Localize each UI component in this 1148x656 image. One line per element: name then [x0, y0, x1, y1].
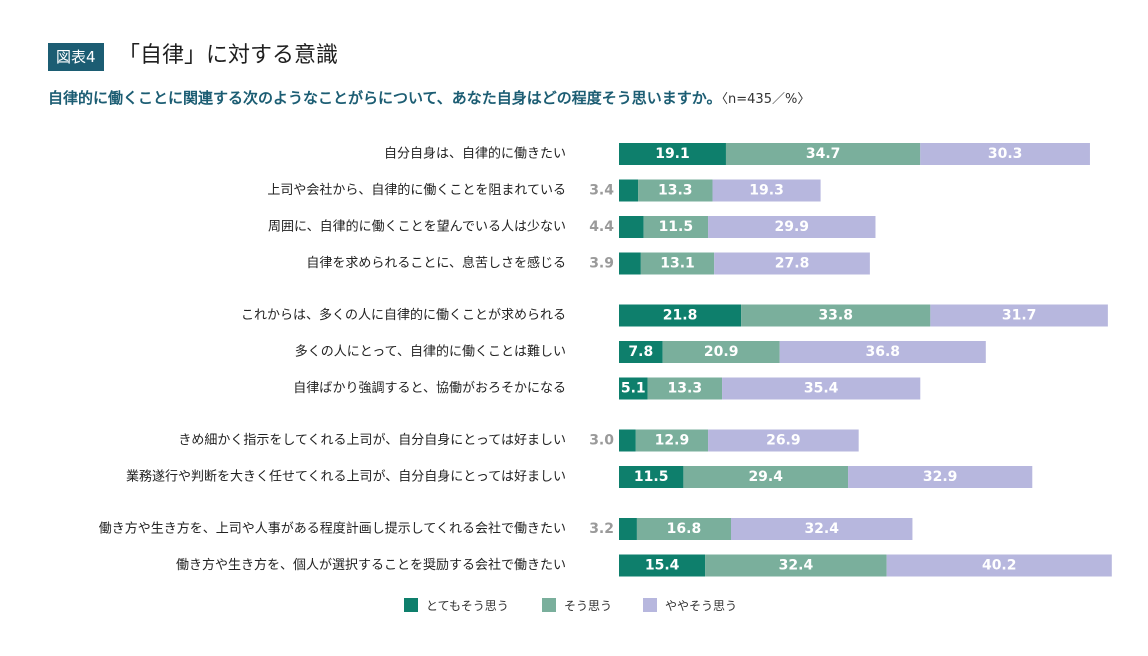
figure-number-badge: 図表4 — [48, 43, 104, 71]
bar-segment-agree — [647, 377, 723, 400]
bar-segment-agree — [636, 518, 731, 540]
data-label: 15.4 — [645, 558, 680, 574]
category-label: 働き方や生き方を、上司や人事がある程度計画し提示してくれる会社で働きたい — [99, 521, 566, 537]
legend-item-strongly-agree: とてもそう思う — [404, 595, 509, 615]
legend-item-somewhat-agree: ややそう思う — [643, 595, 737, 615]
bar-segment-agree — [638, 179, 713, 202]
bar-segment-strongly-agree — [619, 466, 684, 488]
data-label-outside: 3.9 — [589, 256, 614, 272]
data-label: 32.4 — [804, 521, 839, 537]
bar-segment-strongly-agree — [619, 341, 663, 363]
category-label: 上司や会社から、自律的に働くことを阻まれている — [267, 182, 566, 198]
legend-swatch-strongly-agree — [404, 598, 418, 612]
bar-segment-somewhat-agree — [886, 554, 1112, 577]
legend-swatch-agree — [542, 598, 556, 612]
bar-segment-somewhat-agree — [930, 304, 1108, 327]
bar-segment-agree — [705, 554, 887, 577]
bar-segment-strongly-agree — [619, 429, 636, 452]
chart-subtitle: 自律的に働くことに関連する次のようなことがらについて、あなた自身はどの程度そう思… — [48, 86, 810, 112]
bar-segment-agree — [741, 304, 931, 327]
data-label: 16.8 — [667, 521, 702, 537]
bar-segment-strongly-agree — [619, 377, 648, 400]
category-label: 業務遂行や判断を大きく任せてくれる上司が、自分自身にとっては好ましい — [126, 469, 566, 485]
bar-segment-strongly-agree — [619, 304, 742, 327]
bar-segment-agree — [725, 143, 921, 165]
data-label: 19.1 — [655, 146, 690, 162]
data-label: 32.9 — [923, 469, 958, 485]
data-label-outside: 3.0 — [589, 433, 614, 449]
data-label: 11.5 — [634, 469, 669, 485]
bar-segment-strongly-agree — [619, 252, 641, 275]
stacked-bar-chart: 自分自身は、自律的に働きたい 19.1 34.7 30.3 上司や会社から、自律的に働く… — [99, 143, 1112, 577]
category-label: これからは、多くの人に自律的に働くことが求められる — [241, 307, 566, 323]
data-label-outside: 3.2 — [589, 521, 614, 537]
bar-segment-agree — [683, 466, 849, 488]
data-label-outside: 4.4 — [589, 219, 614, 235]
subtitle-question: 自律的に働くことに関連する次のようなことがらについて、あなた自身はどの程度そう思… — [48, 89, 722, 107]
legend-label-somewhat-agree: ややそう思う — [665, 598, 738, 613]
sample-size-note: 〈n=435／%〉 — [721, 92, 811, 107]
data-label: 29.9 — [774, 219, 809, 235]
category-label: 多くの人にとって、自律的に働くことは難しい — [295, 344, 566, 360]
data-label: 30.3 — [988, 146, 1023, 162]
legend-label-strongly-agree: とてもそう思う — [426, 598, 509, 613]
legend: とてもそう思う そう思う ややそう思う — [0, 595, 1148, 615]
bar-segment-somewhat-agree — [779, 341, 986, 363]
data-label: 36.8 — [865, 344, 900, 360]
bar-segment-strongly-agree — [619, 179, 639, 202]
legend-label-agree: そう思う — [564, 598, 613, 613]
data-label: 29.4 — [748, 469, 783, 485]
data-label: 35.4 — [804, 381, 839, 397]
data-label: 33.8 — [818, 308, 853, 324]
category-label: 自律ばかり強調すると、協働がおろそかになる — [293, 381, 566, 396]
category-label: 周囲に、自律的に働くことを望んでいる人は少ない — [268, 219, 566, 235]
data-label-outside: 3.4 — [589, 183, 614, 199]
legend-item-agree: そう思う — [542, 595, 612, 615]
data-label: 27.8 — [775, 256, 810, 272]
category-label: きめ細かく指示をしてくれる上司が、自分自身にとっては好ましい — [178, 432, 566, 448]
data-label: 11.5 — [659, 219, 694, 235]
data-label: 19.3 — [749, 183, 784, 199]
bar-segment-agree — [640, 252, 715, 275]
category-label: 働き方や生き方を、個人が選択することを奨励する会社で働きたい — [176, 557, 566, 573]
bar-segment-strongly-agree — [619, 143, 726, 165]
data-label: 26.9 — [766, 433, 801, 449]
data-label: 31.7 — [1002, 308, 1037, 324]
data-label: 21.8 — [663, 308, 698, 324]
data-label: 34.7 — [806, 146, 841, 162]
category-label: 自律を求められることに、息苦しさを感じる — [306, 255, 566, 271]
bar-segment-strongly-agree — [619, 554, 706, 577]
bar-segment-agree — [662, 341, 780, 363]
bar-segment-somewhat-agree — [920, 143, 1090, 165]
data-label: 13.3 — [658, 183, 693, 199]
bar-segment-strongly-agree — [619, 216, 644, 238]
category-label: 自分自身は、自律的に働きたい — [384, 146, 566, 162]
data-label: 32.4 — [779, 558, 814, 574]
bar-segment-somewhat-agree — [722, 377, 921, 400]
bar-segment-somewhat-agree — [848, 466, 1033, 488]
data-label: 13.1 — [660, 256, 695, 272]
chart-title: 「自律」に対する意識 — [118, 43, 339, 68]
bar-segment-strongly-agree — [619, 518, 637, 540]
bar-segment-agree — [635, 429, 709, 452]
data-label: 7.8 — [628, 344, 653, 360]
bar-segment-somewhat-agree — [708, 429, 859, 452]
data-label: 20.9 — [704, 344, 739, 360]
legend-swatch-somewhat-agree — [643, 598, 657, 612]
data-label: 13.3 — [668, 381, 703, 397]
bar-segment-somewhat-agree — [714, 252, 870, 275]
bar-segment-somewhat-agree — [708, 216, 876, 238]
bar-segment-somewhat-agree — [731, 518, 913, 540]
data-label: 12.9 — [655, 433, 690, 449]
bar-segment-agree — [643, 216, 709, 238]
data-label: 5.1 — [621, 381, 646, 397]
bar-segment-somewhat-agree — [712, 179, 821, 202]
data-label: 40.2 — [982, 558, 1017, 574]
